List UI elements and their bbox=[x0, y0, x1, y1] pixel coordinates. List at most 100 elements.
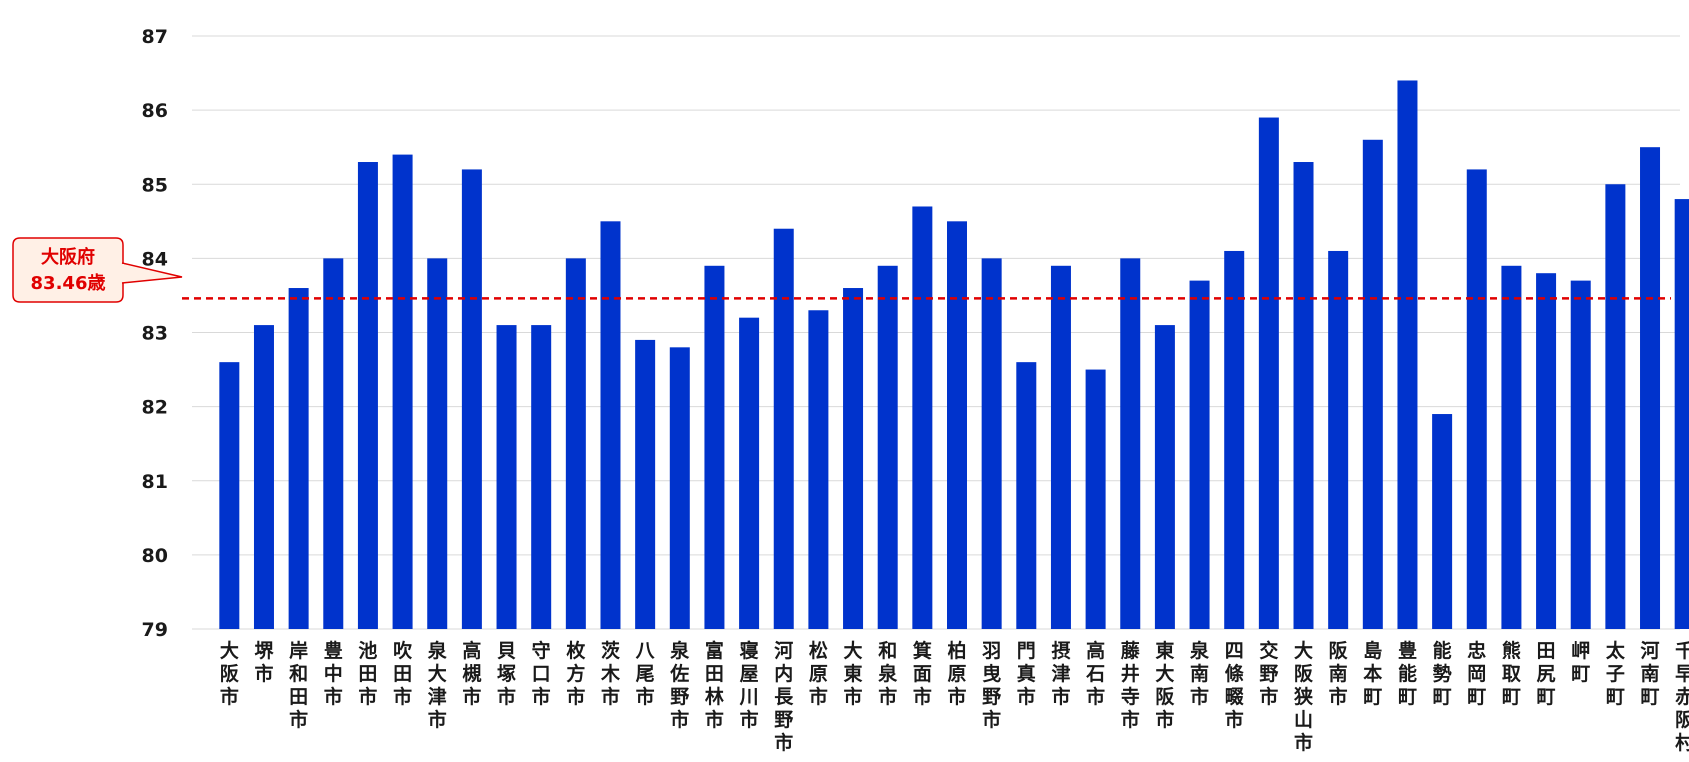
x-tick-label: 四條畷市 bbox=[1225, 640, 1244, 731]
x-tick-label: 高槻市 bbox=[462, 639, 481, 708]
y-tick-label: 84 bbox=[142, 248, 168, 270]
bar bbox=[323, 258, 344, 629]
bar bbox=[1258, 117, 1279, 629]
bar bbox=[219, 362, 240, 629]
bar bbox=[392, 154, 413, 629]
bar bbox=[1640, 147, 1661, 629]
bar bbox=[1432, 414, 1453, 629]
x-tick-label: 柏原市 bbox=[947, 639, 966, 708]
bar bbox=[739, 317, 760, 629]
bar bbox=[1050, 265, 1071, 629]
y-tick-label: 85 bbox=[142, 174, 168, 196]
x-tick-label: 交野市 bbox=[1259, 639, 1278, 708]
x-tick-label: 寝屋川市 bbox=[739, 639, 759, 731]
y-tick-label: 87 bbox=[142, 26, 168, 48]
bar bbox=[1016, 362, 1037, 629]
bar bbox=[496, 325, 517, 629]
reference-callout: 大阪府 83.46歳 bbox=[12, 237, 183, 303]
bar bbox=[1189, 280, 1210, 629]
x-tick-label: 豊中市 bbox=[324, 639, 343, 708]
bar bbox=[877, 265, 898, 629]
bar bbox=[1466, 169, 1487, 630]
bar bbox=[1397, 80, 1418, 630]
bar bbox=[531, 325, 552, 629]
bar bbox=[1085, 369, 1106, 629]
y-axis-ticks: 79 80 81 82 83 84 85 86 87 bbox=[142, 26, 168, 641]
y-tick-label: 80 bbox=[142, 545, 168, 567]
x-tick-label: 島本町 bbox=[1363, 639, 1382, 708]
bar bbox=[1674, 199, 1689, 629]
x-tick-label: 河南町 bbox=[1641, 640, 1660, 708]
y-tick-label: 82 bbox=[142, 397, 168, 419]
x-tick-label: 泉大津市 bbox=[427, 639, 448, 731]
y-tick-label: 86 bbox=[142, 100, 168, 122]
x-tick-label: 能勢町 bbox=[1433, 639, 1452, 708]
x-tick-label: 忠岡町 bbox=[1467, 640, 1486, 708]
x-tick-label: 田尻町 bbox=[1537, 640, 1556, 708]
x-tick-label: 熊取町 bbox=[1502, 639, 1521, 708]
bar bbox=[1154, 325, 1175, 629]
x-tick-label: 八尾市 bbox=[636, 640, 656, 708]
bar bbox=[947, 221, 967, 629]
y-tick-label: 79 bbox=[142, 619, 168, 641]
x-tick-label: 泉佐野市 bbox=[669, 639, 690, 731]
x-tick-label: 枚方市 bbox=[566, 639, 586, 708]
x-tick-label: 東大阪市 bbox=[1155, 639, 1175, 731]
bar bbox=[1362, 139, 1383, 629]
x-tick-label: 門真市 bbox=[1017, 640, 1036, 708]
x-tick-label: 茨木市 bbox=[600, 639, 621, 708]
x-tick-label: 吹田市 bbox=[393, 639, 413, 708]
callout-bubble bbox=[12, 237, 183, 303]
x-tick-label: 高石市 bbox=[1085, 639, 1105, 708]
x-tick-label: 堺市 bbox=[254, 640, 274, 685]
bar bbox=[253, 325, 274, 629]
y-tick-label: 81 bbox=[142, 471, 168, 493]
bar bbox=[1293, 162, 1314, 629]
x-tick-label: 藤井寺市 bbox=[1121, 639, 1141, 731]
x-tick-label: 泉南市 bbox=[1189, 639, 1210, 708]
x-axis-labels: 大阪市堺市岸和田市豊中市池田市吹田市泉大津市高槻市貝塚市守口市枚方市茨木市八尾市… bbox=[220, 639, 1689, 754]
bar bbox=[357, 162, 378, 629]
bar bbox=[600, 221, 621, 629]
x-tick-label: 箕面市 bbox=[913, 639, 932, 708]
x-tick-label: 羽曳野市 bbox=[982, 640, 1001, 731]
bar bbox=[1605, 184, 1626, 629]
bar bbox=[427, 258, 448, 629]
bar bbox=[704, 265, 725, 629]
x-tick-label: 岬町 bbox=[1571, 640, 1590, 685]
x-tick-label: 守口市 bbox=[532, 639, 551, 708]
bar bbox=[1501, 265, 1522, 629]
callout-value: 83.46歳 bbox=[30, 273, 106, 294]
bar bbox=[1120, 258, 1141, 629]
bar bbox=[565, 258, 586, 629]
bar bbox=[773, 228, 794, 629]
bar bbox=[288, 288, 309, 629]
x-tick-label: 阪南市 bbox=[1329, 639, 1349, 708]
bars bbox=[219, 80, 1689, 630]
x-tick-label: 大阪狭山市 bbox=[1293, 639, 1314, 754]
bar bbox=[1224, 250, 1245, 629]
bar bbox=[1536, 273, 1557, 629]
callout-label: 大阪府 bbox=[41, 247, 95, 268]
x-tick-label: 摂津市 bbox=[1051, 639, 1070, 708]
x-tick-label: 和泉市 bbox=[877, 639, 898, 708]
x-tick-label: 岸和田市 bbox=[289, 640, 308, 731]
grid-lines bbox=[192, 35, 1680, 630]
bar bbox=[843, 288, 864, 629]
y-tick-label: 83 bbox=[142, 323, 168, 345]
bar bbox=[912, 206, 933, 630]
bar bbox=[461, 169, 482, 630]
bar bbox=[635, 339, 656, 629]
x-tick-label: 太子町 bbox=[1606, 639, 1626, 708]
x-tick-label: 松原市 bbox=[809, 639, 828, 708]
x-tick-label: 千早赤阪村 bbox=[1675, 640, 1689, 754]
x-tick-label: 大東市 bbox=[844, 639, 863, 708]
x-tick-label: 池田市 bbox=[358, 639, 377, 708]
x-tick-label: 河内長野市 bbox=[774, 640, 794, 754]
bar bbox=[1570, 280, 1591, 629]
x-tick-label: 貝塚市 bbox=[497, 640, 516, 708]
bar bbox=[808, 310, 829, 629]
bar bbox=[1328, 250, 1349, 629]
x-tick-label: 大阪市 bbox=[220, 639, 240, 708]
